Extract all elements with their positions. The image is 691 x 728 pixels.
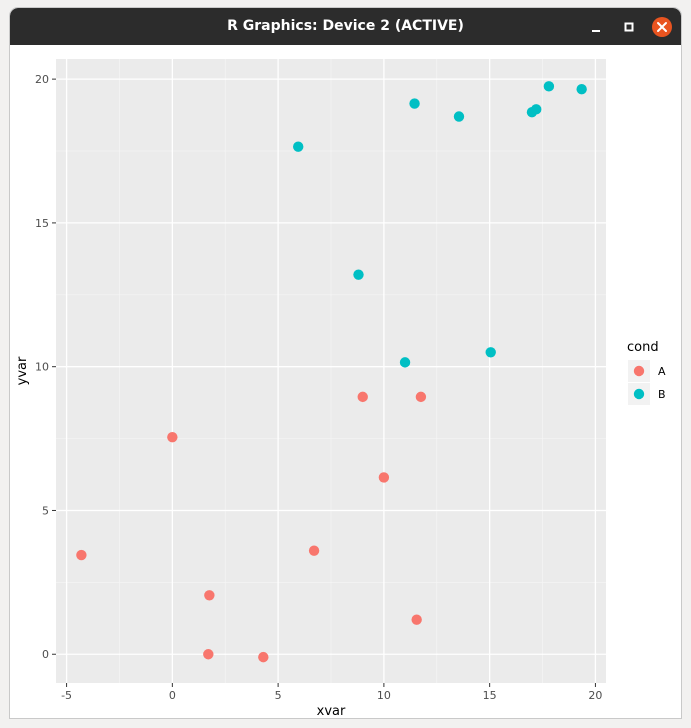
legend-title: cond xyxy=(627,340,659,355)
maximize-icon xyxy=(624,22,634,32)
data-points xyxy=(76,81,587,663)
data-point-a xyxy=(258,651,269,663)
data-point-a xyxy=(411,614,422,625)
data-point-b xyxy=(293,141,304,152)
minor-gridlines xyxy=(56,59,606,683)
y-tick-label: 5 xyxy=(42,504,49,517)
legend: cond AB xyxy=(627,340,666,405)
data-point-b xyxy=(576,83,587,95)
data-point-b xyxy=(485,347,496,358)
major-gridlines xyxy=(56,59,606,683)
data-point-b xyxy=(399,357,411,368)
y-tick-label: 0 xyxy=(42,648,49,661)
data-point-a xyxy=(204,590,215,601)
r-graphics-window: R Graphics: Device 2 (ACTIVE) -5 0 5 10 15 20… xyxy=(10,8,681,718)
window-title: R Graphics: Device 2 (ACTIVE) xyxy=(227,18,464,34)
x-tick-label: 5 xyxy=(275,689,282,702)
data-point-a xyxy=(308,545,320,556)
data-point-b xyxy=(530,104,542,115)
x-tick-label: 10 xyxy=(377,689,391,702)
legend-label-a: A xyxy=(658,365,666,378)
legend-point-b xyxy=(633,388,645,400)
y-tick-label: 10 xyxy=(35,361,49,374)
scatter-plot: -5 0 5 10 15 20 0 5 10 15 20 xvar yvar cond AB xyxy=(15,59,666,718)
data-point-b xyxy=(353,269,364,280)
axes: -5 0 5 10 15 20 0 5 10 15 20 xyxy=(35,73,602,702)
close-icon xyxy=(652,17,672,37)
x-tick-label: 20 xyxy=(588,689,602,702)
title-bar[interactable]: R Graphics: Device 2 (ACTIVE) xyxy=(10,8,681,45)
data-point-b xyxy=(409,98,420,109)
legend-point-a xyxy=(633,365,645,377)
maximize-button[interactable] xyxy=(618,16,640,38)
close-button[interactable] xyxy=(651,16,673,38)
data-point-a xyxy=(76,549,87,561)
data-point-b xyxy=(543,81,555,92)
data-point-b xyxy=(453,111,465,122)
legend-label-b: B xyxy=(658,388,666,401)
data-point-a xyxy=(203,649,214,660)
x-tick-label: 0 xyxy=(169,689,176,702)
data-point-a xyxy=(378,472,390,483)
minimize-icon xyxy=(592,30,600,32)
y-tick-label: 20 xyxy=(35,73,49,86)
data-point-a xyxy=(415,391,427,403)
x-tick-label: -5 xyxy=(61,689,72,702)
x-axis-title: xvar xyxy=(317,704,346,718)
y-axis-title: yvar xyxy=(15,356,30,385)
data-point-a xyxy=(357,391,368,403)
data-point-a xyxy=(167,431,178,443)
x-tick-label: 15 xyxy=(483,689,497,702)
minimize-button[interactable] xyxy=(585,16,607,38)
y-tick-label: 15 xyxy=(35,217,49,230)
